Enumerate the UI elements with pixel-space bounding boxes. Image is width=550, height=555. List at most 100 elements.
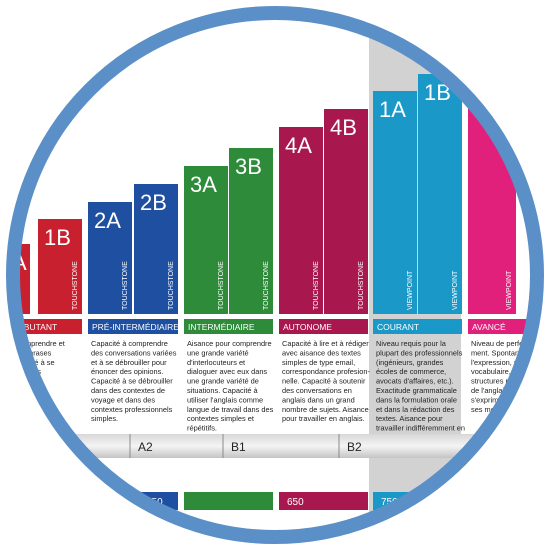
level-description-line: Aisance pour comprendre (187, 339, 272, 348)
level-bar-label: 2A (94, 208, 121, 233)
cefr-level-label: B2 (347, 440, 362, 454)
level-description-line: dans des contextes de (91, 386, 165, 395)
level-description-line: voyage et dans des (91, 395, 155, 404)
level-bar: 3A TOUCHSTONE (184, 166, 228, 314)
level-description-line: travailler indifféremment en (376, 424, 465, 433)
level-description-line: d'interlocuteurs et (187, 358, 245, 367)
score-band (184, 492, 273, 510)
level-column: AUTONOME Capacité à lire et à rédigeravec… (279, 319, 370, 423)
level-column: PRÉ-INTERMÉDIAIRE Capacité à comprendrede… (88, 319, 179, 423)
level-description-line: pour travailler en anglais. (282, 414, 365, 423)
level-bar: 3B TOUCHSTONE (229, 148, 273, 314)
level-description-line: énoncer des opinions. (91, 367, 163, 376)
level-name: COURANT (377, 322, 419, 332)
level-name: INTERMÉDIAIRE (188, 322, 255, 332)
level-description-line: s'exprimer (471, 395, 505, 404)
level-description-line: nombre de sujets. Aisance (282, 405, 369, 414)
cefr-level-label: B1 (231, 440, 246, 454)
level-bar-rect (279, 127, 323, 314)
level-description-line: structures plus (471, 377, 519, 386)
level-bar-rect (229, 148, 273, 314)
level-description-line: et dans la rédaction des (376, 405, 455, 414)
level-description-line: Niveau requis pour la (376, 339, 447, 348)
book-series-label: VIEWPOINT (407, 270, 414, 310)
level-description-line: dans la formulation orale (376, 395, 457, 404)
level-description-line: ses mots. (471, 405, 503, 414)
book-series-label: VIEWPOINT (506, 270, 513, 310)
level-description-line: Capacité à lire et à rédiger (282, 339, 369, 348)
level-description-line: vocabulaire, maîtrise (471, 367, 539, 376)
book-series-label: TOUCHSTONE (122, 261, 129, 310)
book-series-label: TOUCHSTONE (168, 261, 175, 310)
level-description-line: simples. (91, 414, 118, 423)
level-name: AVANCÉ (472, 322, 506, 332)
level-name: PRÉ-INTERMÉDIAIRE (92, 322, 179, 332)
level-description-line: contextes professionnels (91, 405, 173, 414)
level-description-line: et à se débrouiller pour (91, 358, 167, 367)
level-bars: A1BTOUCHSTONE2ATOUCHSTONE2BTOUCHSTONE3AT… (13, 74, 516, 314)
level-description-line: Capacité à comprendre (91, 339, 168, 348)
level-bar-rect (184, 166, 228, 314)
level-header (88, 319, 178, 334)
level-bar-label: 1A (379, 97, 406, 122)
score-value: 650 (287, 497, 304, 508)
level-bar: 4B TOUCHSTONE (324, 109, 368, 314)
level-description-line: utiliser l'anglais comme (187, 395, 263, 404)
level-description-line: des phrases (11, 348, 52, 357)
level-bar: 2A TOUCHSTONE (88, 202, 132, 314)
level-bar: 4A TOUCHSTONE (279, 127, 323, 314)
cefr-scale-bar (13, 434, 537, 458)
level-description-line: correspondance profesion- (282, 367, 370, 376)
level-description-line: anglais dans un grand (282, 395, 355, 404)
level-description-line: ment. Spontanéité (471, 348, 531, 357)
level-bar-label: 2B (140, 190, 167, 215)
book-series-label: TOUCHSTONE (313, 261, 320, 310)
level-bar: 1B TOUCHSTONE (38, 219, 82, 314)
level-description-line: Capacité à se débrouiller (91, 377, 173, 386)
level-bar-label: 3A (190, 172, 217, 197)
level-bar-rect (324, 109, 368, 314)
cefr-level-label: A2 (138, 440, 153, 454)
score-band (279, 492, 368, 510)
level-description-line: à comprendre et (11, 339, 65, 348)
book-series-label: TOUCHSTONE (72, 261, 79, 310)
level-header (279, 319, 368, 334)
level-description-line: avec aisance des textes (282, 348, 361, 357)
level-description-line: avocats d'affaires, etc.). (376, 377, 454, 386)
score-value: 750 (381, 497, 398, 508)
circular-frame (6, 6, 544, 544)
level-description-line: de l'anglais. (471, 386, 510, 395)
level-description-line: simples de type email, (282, 358, 355, 367)
level-bar: 2B TOUCHSTONE (134, 184, 178, 314)
level-header (184, 319, 273, 334)
level-description-line: plupart des professionnels (376, 348, 463, 357)
level-bar-label: 4B (330, 115, 357, 140)
level-bar-rect (418, 74, 462, 314)
level-bar: 1A VIEWPOINT (373, 91, 417, 314)
level-bar-label: 4A (285, 133, 312, 158)
level-header (468, 319, 528, 334)
level-description-line: Niveau de perfection (471, 339, 539, 348)
level-description-line: une grande variété de (187, 377, 259, 386)
level-description-line: (ingénieurs, grandes (376, 358, 444, 367)
level-name: AUTONOME (283, 322, 332, 332)
level-description-line: langue de travail dans des (187, 405, 274, 414)
level-bar-rect (134, 184, 178, 314)
level-description-line: dialoguer avec eux dans (187, 367, 267, 376)
level-description-line: nelle. Capacité à soutenir (282, 377, 366, 386)
level-description-line: écoles de commerce, (376, 367, 446, 376)
level-bar-rect (88, 202, 132, 314)
level-description-line: des conversations variées (91, 348, 177, 357)
level-bar-label: 3B (235, 154, 262, 179)
level-bar-rect (38, 219, 82, 314)
level-description-line: textes. Aisance pour (376, 414, 443, 423)
level-description-line: situations. Capacité à (187, 386, 259, 395)
level-header (373, 319, 462, 334)
level-bar-label: 1B (44, 225, 71, 250)
book-series-label: TOUCHSTONE (263, 261, 270, 310)
level-description-line: une grande variété (187, 348, 249, 357)
